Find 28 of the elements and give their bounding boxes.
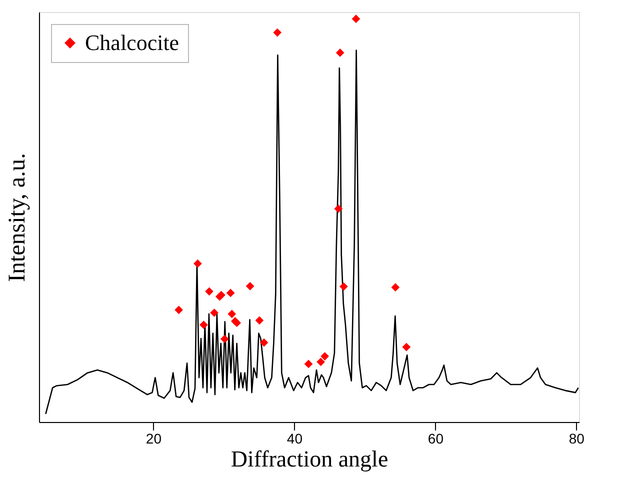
point [255, 316, 264, 325]
point [336, 48, 344, 57]
point [304, 360, 313, 368]
legend-label: Chalcocite [85, 30, 180, 55]
point [205, 287, 214, 296]
x-tick-label: 60 [428, 430, 444, 446]
point [352, 14, 360, 24]
point [194, 259, 202, 268]
point [340, 282, 348, 291]
point [273, 28, 282, 37]
point [226, 288, 235, 298]
point [246, 282, 254, 290]
point [334, 204, 343, 213]
point [316, 358, 325, 366]
y-axis-title: Intensity, a.u. [4, 152, 30, 282]
point [260, 338, 268, 347]
point [220, 334, 229, 344]
point [199, 320, 208, 330]
x-tick-label: 40 [286, 430, 303, 446]
point [210, 308, 218, 317]
x-axis-title: Diffraction angle [230, 446, 388, 472]
x-tick-label: 20 [146, 430, 162, 446]
x-tick-label: 80 [568, 430, 585, 446]
point [174, 306, 183, 314]
point [320, 352, 329, 360]
point [228, 310, 236, 318]
point [402, 342, 411, 352]
point [391, 283, 400, 292]
